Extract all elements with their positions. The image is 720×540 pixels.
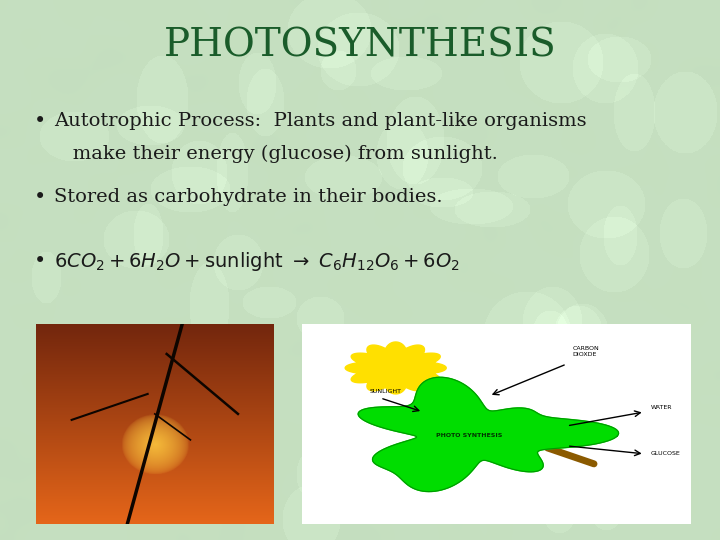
Text: PHOTOSYNTHESIS: PHOTOSYNTHESIS bbox=[163, 28, 557, 64]
Text: Autotrophic Process:  Plants and plant-like organisms: Autotrophic Process: Plants and plant-li… bbox=[54, 112, 587, 131]
Text: SUNLIGHT: SUNLIGHT bbox=[370, 389, 402, 394]
Polygon shape bbox=[345, 342, 446, 394]
Polygon shape bbox=[358, 377, 618, 491]
Text: CARBON
DIOXDE: CARBON DIOXDE bbox=[572, 346, 599, 357]
Text: Stored as carbohydrate in their bodies.: Stored as carbohydrate in their bodies. bbox=[54, 188, 443, 206]
Text: GLUCOSE: GLUCOSE bbox=[650, 451, 680, 456]
Text: make their energy (glucose) from sunlight.: make their energy (glucose) from sunligh… bbox=[54, 145, 498, 163]
Text: WATER: WATER bbox=[650, 405, 672, 410]
Text: •: • bbox=[33, 252, 46, 272]
Text: •: • bbox=[33, 112, 46, 131]
Text: $6CO_2 + 6H_2O + \mathrm{sunlight}\ \rightarrow\ C_6H_{12}O_6 + 6O_2$: $6CO_2 + 6H_2O + \mathrm{sunlight}\ \rig… bbox=[54, 251, 460, 273]
Text: •: • bbox=[33, 187, 46, 207]
Text: PHOTO SYNTHESIS: PHOTO SYNTHESIS bbox=[436, 434, 503, 438]
